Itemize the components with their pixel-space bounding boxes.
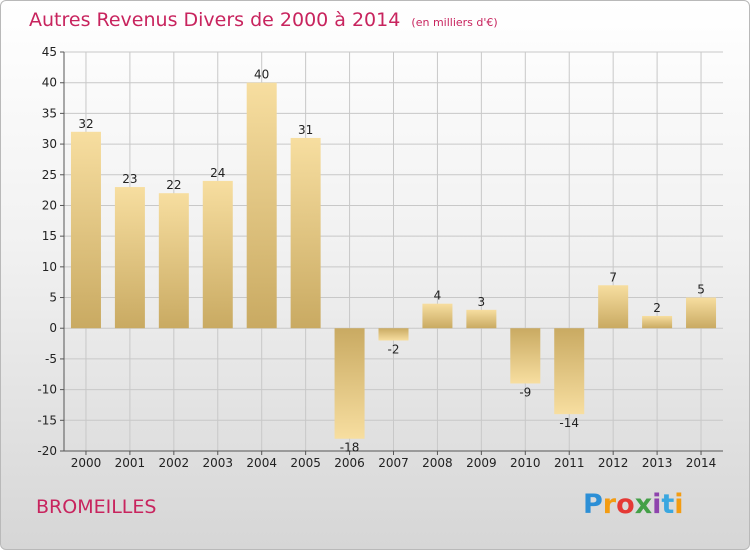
x-tick-label: 2014 <box>686 456 717 470</box>
bar-2012 <box>598 285 629 329</box>
data-label-2008: 4 <box>434 289 442 303</box>
data-label-2006: -18 <box>340 441 360 455</box>
data-label-2010: -9 <box>519 385 531 399</box>
data-label-2007: -2 <box>388 343 400 357</box>
y-tick-label: -5 <box>45 352 57 366</box>
x-tick-label: 2005 <box>290 456 321 470</box>
bar-2000 <box>70 131 101 329</box>
x-tick-label: 2002 <box>159 456 190 470</box>
chart-title: Autres Revenus Divers de 2000 à 2014 <box>29 9 401 31</box>
logo-letter: i <box>652 489 662 520</box>
axes <box>60 51 723 455</box>
y-tick-label: 5 <box>49 291 57 305</box>
data-label-2003: 24 <box>210 166 225 180</box>
logo-letter: i <box>674 489 684 520</box>
y-tick-label: 20 <box>42 198 57 212</box>
bar-2009 <box>466 309 497 329</box>
x-tick-label: 2001 <box>115 456 146 470</box>
bar-2013 <box>642 315 673 329</box>
y-tick-label: 30 <box>42 137 57 151</box>
data-label-2000: 32 <box>78 117 93 131</box>
bar-2014 <box>686 297 717 329</box>
data-label-2012: 7 <box>609 270 617 284</box>
data-label-2001: 23 <box>122 172 137 186</box>
y-tick-label: 35 <box>42 106 57 120</box>
labels: -20-15-10-505101520253035404532200023200… <box>37 45 716 470</box>
bar-2011 <box>554 328 585 415</box>
y-tick-label: 0 <box>49 321 57 335</box>
x-tick-label: 2006 <box>334 456 365 470</box>
data-label-2004: 40 <box>254 68 269 82</box>
y-tick-label: 10 <box>42 260 57 274</box>
logo-letter: t <box>661 489 675 520</box>
x-tick-label: 2012 <box>598 456 629 470</box>
logo-letter: o <box>616 489 635 520</box>
bar-2004 <box>246 82 277 329</box>
x-tick-label: 2007 <box>378 456 409 470</box>
data-label-2005: 31 <box>298 123 313 137</box>
y-tick-label: 15 <box>42 229 57 243</box>
data-label-2002: 22 <box>166 178 181 192</box>
y-tick-label: 45 <box>42 45 57 59</box>
data-label-2013: 2 <box>653 301 661 315</box>
bar-2001 <box>114 187 145 329</box>
logo-letter: x <box>634 489 653 520</box>
x-tick-label: 2008 <box>422 456 453 470</box>
y-tick-label: -20 <box>37 444 57 458</box>
bar-2005 <box>290 137 321 329</box>
data-label-2011: -14 <box>559 416 579 430</box>
chart-subtitle: (en milliers d'€) <box>411 16 498 29</box>
bar-2003 <box>202 180 233 329</box>
x-tick-label: 2003 <box>202 456 233 470</box>
bars <box>70 82 717 439</box>
y-tick-label: 40 <box>42 76 57 90</box>
logo-letter: r <box>602 489 617 520</box>
bar-2007 <box>378 328 409 341</box>
y-tick-label: 25 <box>42 168 57 182</box>
x-tick-label: 2009 <box>466 456 497 470</box>
bar-2002 <box>158 193 189 329</box>
chart-title-block: Autres Revenus Divers de 2000 à 2014 (en… <box>29 9 498 31</box>
logo-letter: P <box>583 489 603 520</box>
bar-2008 <box>422 303 453 329</box>
proxiti-logo: Proxiti <box>583 489 684 520</box>
commune-name: BROMEILLES <box>36 496 157 518</box>
x-tick-label: 2011 <box>554 456 585 470</box>
data-label-2014: 5 <box>697 283 705 297</box>
data-label-2009: 3 <box>478 295 486 309</box>
x-tick-label: 2013 <box>642 456 673 470</box>
x-tick-label: 2010 <box>510 456 541 470</box>
y-tick-label: -15 <box>37 413 57 427</box>
x-tick-label: 2000 <box>71 456 102 470</box>
bar-2010 <box>510 328 541 384</box>
y-tick-label: -10 <box>37 383 57 397</box>
x-tick-label: 2004 <box>246 456 277 470</box>
bar-2006 <box>334 328 365 439</box>
